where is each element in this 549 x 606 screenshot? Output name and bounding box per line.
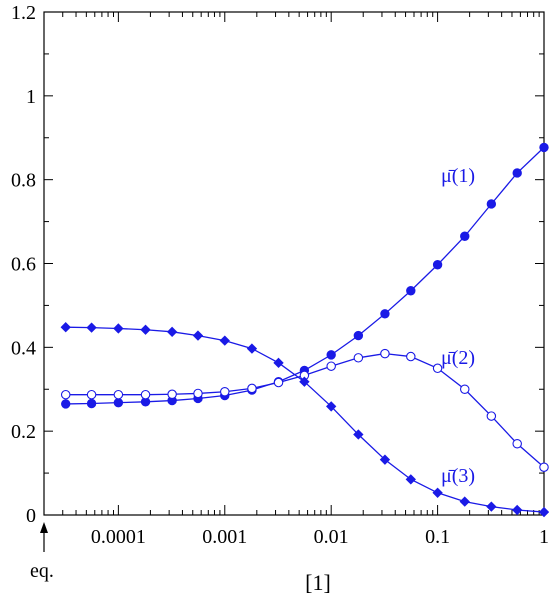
data-point	[539, 142, 549, 153]
data-point	[86, 398, 97, 409]
data-point	[380, 309, 390, 319]
data-point	[113, 323, 124, 334]
data-point	[432, 260, 443, 270]
x-tick-label: 1	[539, 526, 549, 548]
data-point	[353, 330, 364, 341]
data-point	[299, 376, 310, 387]
data-point	[273, 377, 284, 388]
data-point	[113, 397, 124, 408]
data-point	[380, 348, 390, 359]
data-point	[140, 389, 151, 400]
y-tick-label: 0.6	[11, 254, 36, 276]
data-point	[326, 401, 337, 412]
data-point	[219, 335, 230, 346]
plot-frame	[43, 11, 545, 516]
data-point	[460, 231, 470, 241]
data-point	[406, 351, 416, 362]
data-point	[140, 324, 151, 335]
data-point	[192, 330, 204, 341]
data-point	[486, 501, 497, 512]
data-point	[167, 389, 177, 400]
data-point	[246, 343, 258, 354]
data-point	[61, 399, 71, 409]
data-point	[460, 384, 470, 394]
data-point	[512, 438, 522, 449]
eq-arrow-head	[40, 522, 48, 533]
x-tick-label: 0.001	[202, 526, 247, 548]
data-point	[406, 286, 416, 296]
data-point	[86, 322, 97, 333]
y-tick-label: 1.2	[11, 2, 36, 24]
data-point	[220, 387, 230, 397]
x-tick-label: 0.01	[314, 526, 349, 548]
data-point	[247, 383, 257, 394]
data-point	[459, 496, 470, 507]
data-point	[486, 199, 497, 209]
x-axis-label: [1]	[305, 570, 331, 595]
data-point	[538, 506, 549, 518]
data-point	[273, 357, 284, 369]
plot-frame-border	[43, 11, 545, 516]
y-tick-label: 1	[26, 86, 36, 108]
data-point	[326, 350, 336, 360]
data-point	[432, 487, 443, 498]
series-label: μ̄(1)	[441, 165, 475, 187]
x-tick-label: 0.0001	[91, 526, 146, 548]
labels-group: 0 0.2 0.4 0.6 0.8 1 1.2 0.0001 0.001 0.01 0.1 1 [1] e…	[11, 2, 549, 595]
data-point	[326, 361, 336, 371]
data-point	[86, 389, 97, 400]
x-tick-label: 0.1	[425, 526, 450, 548]
data-point	[405, 474, 416, 485]
axis-ticks	[43, 11, 545, 516]
data-point	[379, 454, 391, 465]
y-tick-label: 0.8	[11, 170, 36, 192]
data-point	[353, 353, 364, 363]
marker-group	[60, 142, 549, 518]
y-tick-label: 0.2	[11, 421, 36, 443]
y-tick-label: 0	[26, 505, 36, 527]
data-point	[166, 326, 178, 337]
data-point	[353, 429, 364, 440]
data-point	[60, 322, 71, 333]
data-point	[113, 389, 124, 400]
y-tick-label: 0.4	[11, 337, 36, 359]
eq-label: eq.	[30, 560, 54, 582]
data-point	[486, 411, 497, 421]
data-point	[193, 388, 203, 399]
data-point	[60, 389, 71, 400]
data-point	[432, 363, 443, 374]
series-label: μ̄(3)	[441, 465, 475, 487]
series-group	[65, 146, 545, 513]
series-label: μ̄(2)	[441, 347, 475, 369]
data-point	[512, 168, 522, 178]
data-point	[539, 462, 549, 472]
data-point	[512, 504, 523, 516]
